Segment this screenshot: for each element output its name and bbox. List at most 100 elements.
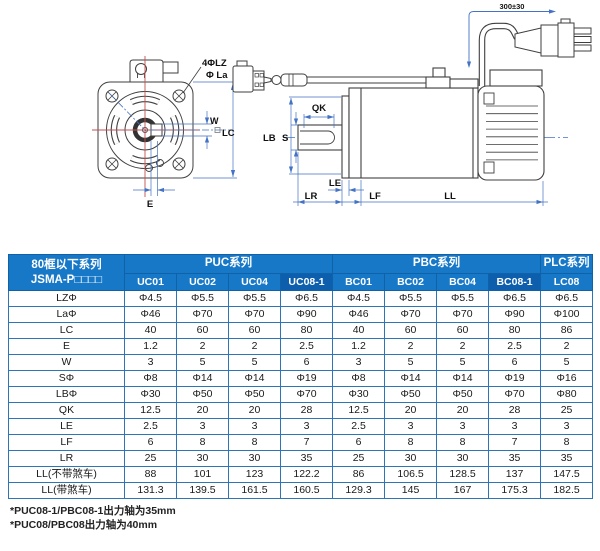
spec-value-cell: 8 xyxy=(176,434,229,451)
spec-row: QK 12.5 20 20 28 12.5 20 20 28 25 xyxy=(8,402,594,419)
spec-value-cell: 7 xyxy=(279,434,334,451)
spec-value-cell: 86 xyxy=(332,466,386,483)
spec-value-cell: 3 xyxy=(436,418,490,435)
spec-value-cell: Φ46 xyxy=(124,306,177,323)
spec-value-cell: 60 xyxy=(228,322,281,339)
spec-value-cell: Φ5.5 xyxy=(176,290,229,307)
label-bolt-circle: Φ La xyxy=(206,70,228,81)
label-le: LE xyxy=(329,178,341,189)
spec-value-cell: 2.5 xyxy=(488,338,542,355)
spec-value-cell: 106.5 xyxy=(384,466,438,483)
footnote-1: *PUC08-1/PBC08-1出力轴为35mm xyxy=(10,505,176,517)
label-key-width: W xyxy=(210,116,219,126)
corner-header: 80框以下系列 JSMA-P□□□□ xyxy=(8,254,125,291)
spec-value-cell: 8 xyxy=(384,434,438,451)
spec-value-cell: Φ70 xyxy=(279,386,334,403)
model-header: BC08-1 xyxy=(488,273,542,291)
spec-value-cell: Φ4.5 xyxy=(124,290,177,307)
model-header: BC04 xyxy=(436,273,490,291)
spec-value-cell: 128.5 xyxy=(436,466,490,483)
spec-value-cell: 60 xyxy=(384,322,438,339)
spec-value-cell: 60 xyxy=(436,322,490,339)
spec-value-cell: 2.5 xyxy=(279,338,334,355)
footnotes: *PUC08-1/PBC08-1出力轴为35mm *PUC08/PBC08出力轴… xyxy=(10,505,600,532)
spec-row: LL(带煞车) 131.3 139.5 161.5 160.5 129.3 145 167 17… xyxy=(8,482,594,499)
model-header: BC01 xyxy=(332,273,386,291)
spec-value-cell: Φ50 xyxy=(228,386,281,403)
spec-table-body: LZΦ Φ4.5 Φ5.5 Φ5.5 Φ6.5 Φ4.5 Φ5.5 Φ5.5 Φ6.5 Φ6.5 L… xyxy=(8,290,594,499)
spec-value-cell: 161.5 xyxy=(228,482,281,499)
spec-value-cell: 40 xyxy=(332,322,386,339)
spec-value-cell: Φ14 xyxy=(176,370,229,387)
spec-row-label: LL(带煞车) xyxy=(8,482,125,499)
spec-row-label: LaΦ xyxy=(8,306,125,323)
spec-value-cell: 3 xyxy=(279,418,334,435)
spec-value-cell: 20 xyxy=(228,402,281,419)
bolt-diagonal-centerline xyxy=(108,92,231,132)
spec-value-cell: Φ30 xyxy=(332,386,386,403)
spec-value-cell: 25 xyxy=(124,450,177,467)
spec-value-cell: 129.3 xyxy=(332,482,386,499)
spec-row-label: LR xyxy=(8,450,125,467)
spec-value-cell: Φ70 xyxy=(488,386,542,403)
spec-value-cell: 20 xyxy=(436,402,490,419)
spec-value-cell: Φ14 xyxy=(228,370,281,387)
spec-value-cell: Φ50 xyxy=(436,386,490,403)
group-header-pbc: PBC系列 xyxy=(332,254,542,274)
spec-row-label: LZΦ xyxy=(8,290,125,307)
spec-value-cell: 12.5 xyxy=(124,402,177,419)
label-lr: LR xyxy=(305,191,318,202)
spec-value-cell: 3 xyxy=(124,354,177,371)
spec-value-cell: 7 xyxy=(488,434,542,451)
spec-value-cell: 175.3 xyxy=(488,482,542,499)
model-header: UC04 xyxy=(228,273,281,291)
spec-value-cell: 35 xyxy=(279,450,334,467)
model-header: LC08 xyxy=(540,273,594,291)
spec-value-cell: 20 xyxy=(176,402,229,419)
spec-value-cell: 139.5 xyxy=(176,482,229,499)
spec-value-cell: Φ8 xyxy=(332,370,386,387)
spec-row-label: SΦ xyxy=(8,370,125,387)
spec-value-cell: 2 xyxy=(540,338,594,355)
spec-value-cell: 6 xyxy=(279,354,334,371)
spec-row-label: W xyxy=(8,354,125,371)
side-dimension-arrows xyxy=(288,9,556,205)
spec-value-cell: 145 xyxy=(384,482,438,499)
spec-value-cell: Φ14 xyxy=(384,370,438,387)
spec-row: LC 40 60 60 80 40 60 60 80 86 xyxy=(8,322,594,339)
spec-value-cell: 2 xyxy=(228,338,281,355)
spec-value-cell: 28 xyxy=(488,402,542,419)
spec-value-cell: Φ6.5 xyxy=(279,290,334,307)
spec-value-cell: 123 xyxy=(228,466,281,483)
spec-value-cell: 5 xyxy=(436,354,490,371)
spec-value-cell: 147.5 xyxy=(540,466,594,483)
spec-value-cell: 2.5 xyxy=(124,418,177,435)
spec-row: LR 25 30 30 35 25 30 30 35 35 xyxy=(8,450,594,467)
spec-value-cell: 5 xyxy=(176,354,229,371)
label-qk: QK xyxy=(312,103,326,114)
spec-value-cell: 182.5 xyxy=(540,482,594,499)
spec-value-cell: 35 xyxy=(540,450,594,467)
spec-value-cell: 30 xyxy=(436,450,490,467)
spec-row-label: E xyxy=(8,338,125,355)
spec-value-cell: Φ5.5 xyxy=(384,290,438,307)
spec-value-cell: 40 xyxy=(124,322,177,339)
spec-value-cell: 167 xyxy=(436,482,490,499)
spec-row: LZΦ Φ4.5 Φ5.5 Φ5.5 Φ6.5 Φ4.5 Φ5.5 Φ5.5 Φ6.5 Φ6.5 xyxy=(8,290,594,307)
spec-value-cell: Φ50 xyxy=(384,386,438,403)
group-header-puc: PUC系列 xyxy=(123,254,334,274)
spec-value-cell: Φ6.5 xyxy=(540,290,594,307)
spec-row: LL(不带煞车) 88 101 123 122.2 86 106.5 128.5 137 147.… xyxy=(8,466,594,483)
spec-row: LE 2.5 3 3 3 2.5 3 3 3 3 xyxy=(8,418,594,435)
spec-value-cell: Φ90 xyxy=(488,306,542,323)
front-dimensions xyxy=(133,81,237,196)
spec-row: LBΦ Φ30 Φ50 Φ50 Φ70 Φ30 Φ50 Φ50 Φ70 Φ80 xyxy=(8,386,594,403)
spec-value-cell: 2.5 xyxy=(332,418,386,435)
spec-value-cell: 30 xyxy=(384,450,438,467)
spec-value-cell: Φ50 xyxy=(176,386,229,403)
spec-value-cell: Φ70 xyxy=(436,306,490,323)
spec-table: 80框以下系列 JSMA-P□□□□ PUC系列 PBC系列 PLC系列 UC01… xyxy=(8,254,594,499)
spec-value-cell: 5 xyxy=(540,354,594,371)
spec-value-cell: 8 xyxy=(436,434,490,451)
label-s: S xyxy=(282,133,288,144)
